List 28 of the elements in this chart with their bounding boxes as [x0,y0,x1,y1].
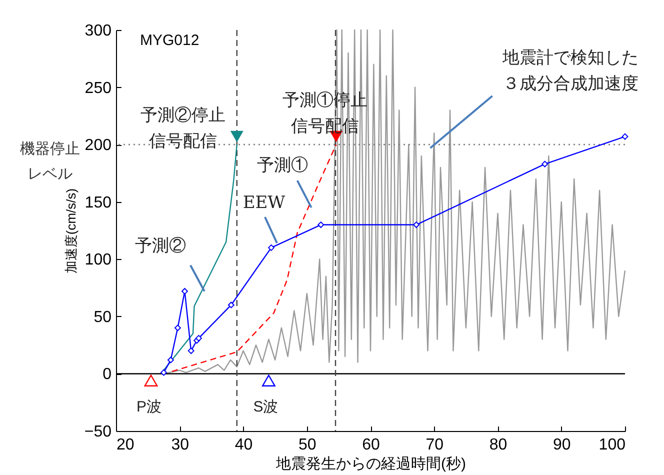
y-tick-label: 250 [84,80,112,97]
annotation: 予測② [134,236,186,256]
x-tick-label: 70 [426,436,444,454]
y-tick-label: 0 [102,366,112,384]
annotation: 地震計で検知した３成分合成加速度 [501,48,638,94]
annotation: 予測②停止信号配信 [140,106,226,152]
annotation: EEW [242,193,286,214]
y-tick-label: 150 [84,194,112,212]
y-tick-label: −50 [84,424,112,440]
y-tick-label: 300 [84,22,112,40]
y-tick-label: 100 [84,252,112,269]
x-tick-label: 80 [489,436,508,454]
x-tick-label: 30 [171,436,190,454]
y-tick-label: 50 [94,308,112,326]
annotation: MYG012 [140,32,200,49]
x-tick-label: 50 [298,436,316,454]
x-axis-title: 地震発生からの経過時間(秒) [275,456,466,472]
x-tick-label: 100 [598,436,626,454]
annotation: 予測① [256,156,308,176]
y-axis-title: 加速度(cm/s/s) [63,188,78,274]
annotation: P波 [136,398,162,416]
x-tick-label: 20 [116,436,134,454]
ref-line-label: 機器停止レベル [20,140,80,183]
annotation: S波 [253,398,278,416]
y-tick-label: 200 [84,137,112,154]
x-tick-label: 60 [362,436,380,454]
x-tick-label: 40 [234,436,253,454]
x-tick-label: 90 [552,436,571,454]
